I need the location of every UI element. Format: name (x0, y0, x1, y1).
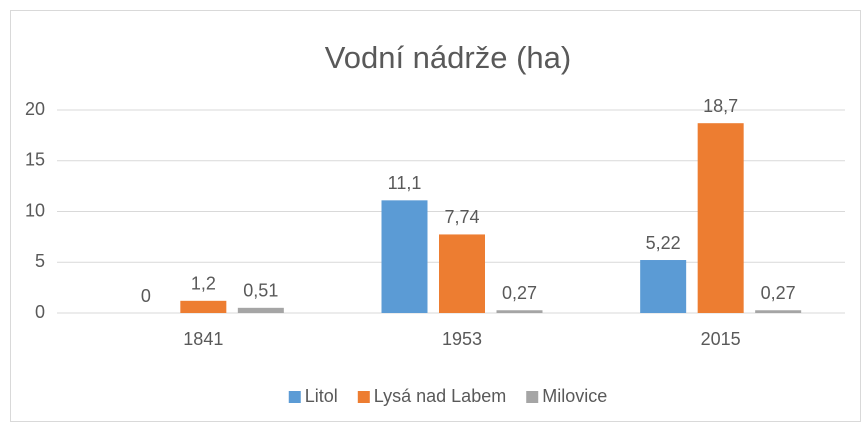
legend-label: Litol (305, 386, 338, 406)
bar (381, 200, 428, 313)
bar (439, 234, 485, 313)
x-tick-label: 2015 (701, 329, 741, 349)
bar (496, 310, 543, 313)
legend-label: Lysá nad Labem (374, 386, 506, 406)
chart-title: Vodní nádrže (ha) (325, 40, 571, 75)
legend-swatch (357, 391, 370, 403)
bar (755, 310, 802, 313)
data-label: 0,27 (502, 283, 537, 303)
legend-swatch (526, 391, 539, 403)
y-tick-label: 15 (25, 150, 45, 170)
data-label: 1,2 (191, 274, 216, 294)
data-label: 0 (141, 286, 151, 306)
y-tick-label: 5 (35, 251, 45, 271)
bar (237, 307, 284, 313)
data-label: 5,22 (646, 233, 681, 253)
data-label: 0,27 (761, 283, 796, 303)
legend-item: Litol (288, 386, 338, 406)
legend-label: Milovice (542, 386, 607, 406)
x-tick-label: 1953 (442, 329, 482, 349)
bar (697, 123, 744, 313)
bar (640, 260, 687, 313)
data-label: 11,1 (388, 173, 422, 193)
x-tick-label: 1841 (183, 329, 223, 349)
data-label: 7,74 (444, 207, 479, 227)
y-tick-label: 10 (25, 200, 45, 220)
y-tick-label: 20 (25, 99, 45, 119)
y-tick-label: 0 (35, 302, 45, 322)
legend-item: Lysá nad Labem (357, 386, 506, 406)
legend-item: Milovice (526, 386, 607, 406)
legend-swatch (288, 391, 301, 403)
bar (180, 300, 227, 313)
data-label: 0,51 (243, 281, 278, 301)
data-label: 18,7 (703, 96, 738, 116)
